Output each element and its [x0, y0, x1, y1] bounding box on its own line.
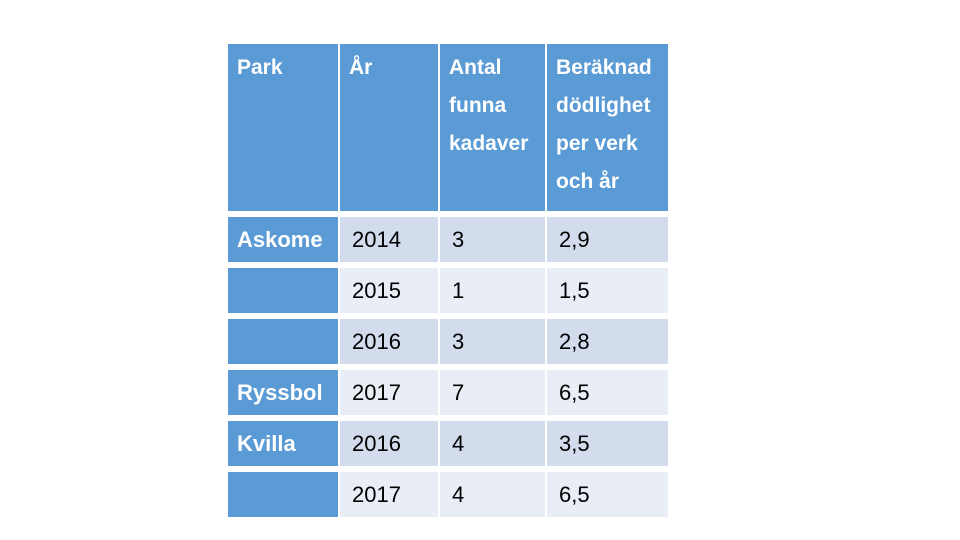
table-row: 2015 1 1,5 — [228, 268, 668, 319]
carcass-count-cell: 4 — [440, 421, 547, 472]
carcass-count-cell: 3 — [440, 217, 547, 268]
mortality-cell: 3,5 — [547, 421, 668, 472]
mortality-table: Park År Antal funna kadaver Beräknad död… — [228, 44, 668, 517]
table-row: Kvilla 2016 4 3,5 — [228, 421, 668, 472]
table-row: 2016 3 2,8 — [228, 319, 668, 370]
park-cell — [228, 472, 340, 517]
park-cell: Kvilla — [228, 421, 340, 472]
table-header-row: Park År Antal funna kadaver Beräknad död… — [228, 44, 668, 217]
carcass-count-cell: 3 — [440, 319, 547, 370]
mortality-cell: 2,9 — [547, 217, 668, 268]
table-row: Askome 2014 3 2,9 — [228, 217, 668, 268]
year-cell: 2016 — [340, 319, 440, 370]
column-header-park: Park — [228, 44, 340, 217]
column-header-year: År — [340, 44, 440, 217]
column-header-mortality: Beräknad dödlighet per verk och år — [547, 44, 668, 217]
year-cell: 2014 — [340, 217, 440, 268]
column-header-carcasses: Antal funna kadaver — [440, 44, 547, 217]
carcass-count-cell: 4 — [440, 472, 547, 517]
park-cell: Askome — [228, 217, 340, 268]
mortality-cell: 6,5 — [547, 370, 668, 421]
year-cell: 2017 — [340, 472, 440, 517]
table-row: 2017 4 6,5 — [228, 472, 668, 517]
mortality-cell: 6,5 — [547, 472, 668, 517]
park-cell: Ryssbol — [228, 370, 340, 421]
year-cell: 2016 — [340, 421, 440, 472]
carcass-count-cell: 1 — [440, 268, 547, 319]
table-row: Ryssbol 2017 7 6,5 — [228, 370, 668, 421]
park-cell — [228, 268, 340, 319]
park-cell — [228, 319, 340, 370]
year-cell: 2017 — [340, 370, 440, 421]
year-cell: 2015 — [340, 268, 440, 319]
mortality-cell: 2,8 — [547, 319, 668, 370]
mortality-cell: 1,5 — [547, 268, 668, 319]
carcass-count-cell: 7 — [440, 370, 547, 421]
